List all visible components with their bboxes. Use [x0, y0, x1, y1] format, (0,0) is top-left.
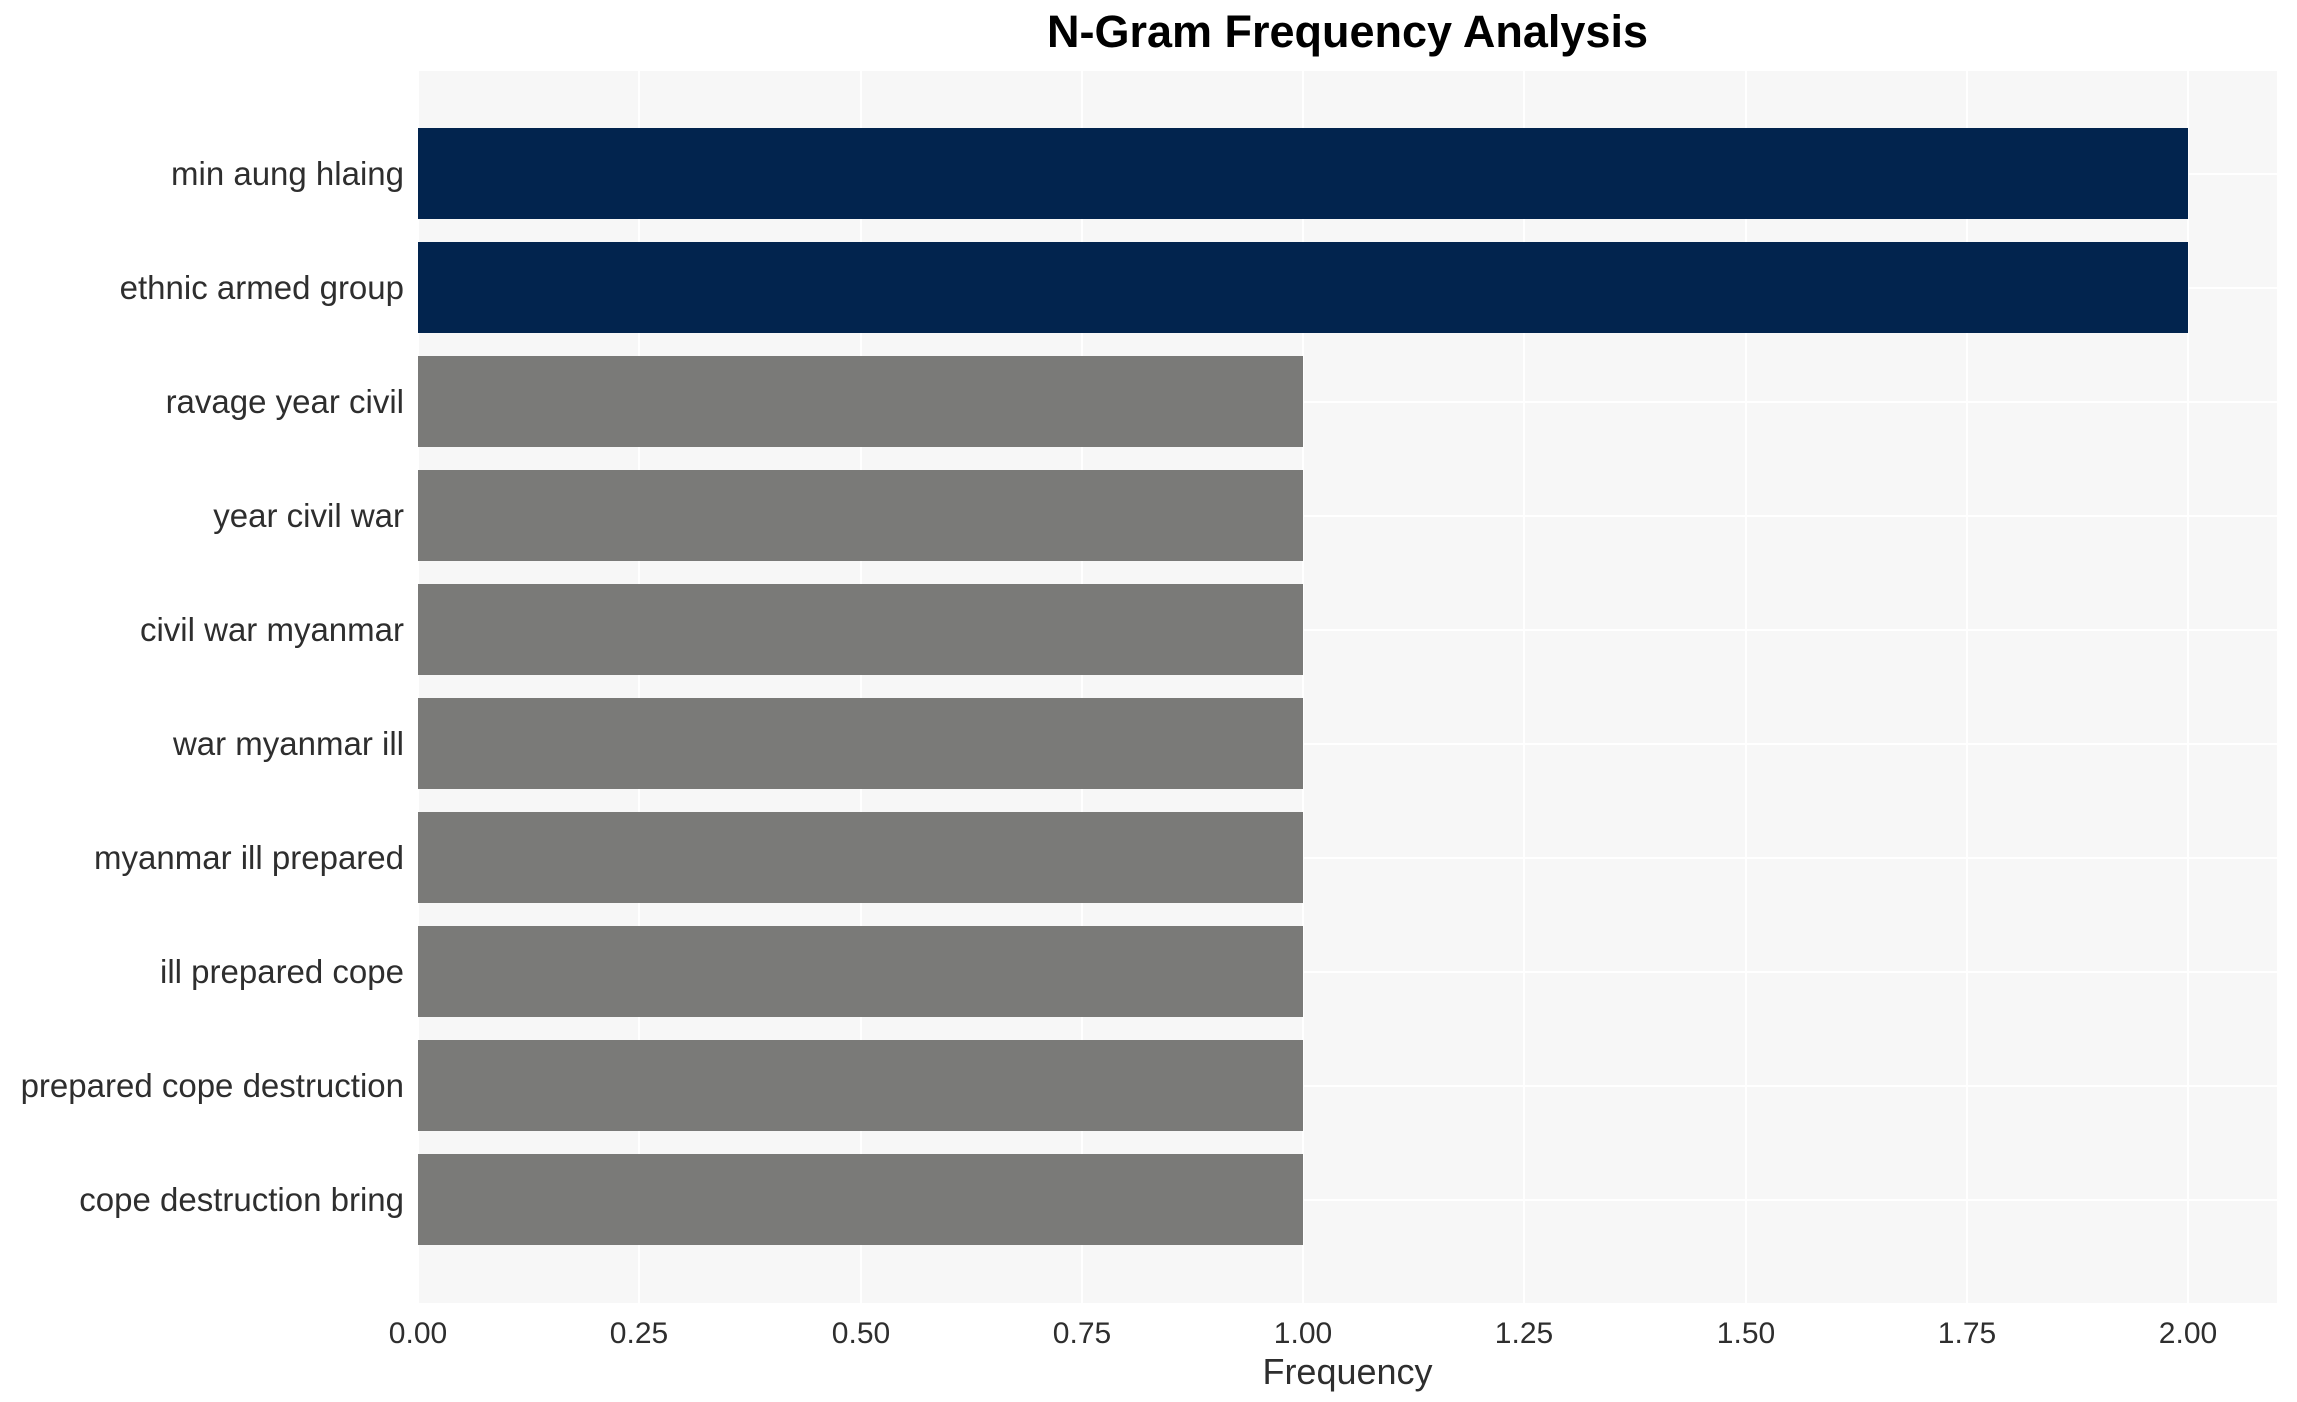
bar-min-aung-hlaing	[418, 128, 2188, 219]
ytick-label-war-myanmar-ill: war myanmar ill	[172, 725, 404, 762]
x-gridline-1.00	[1302, 71, 1304, 1303]
xtick-label-1.50: 1.50	[1716, 1317, 1776, 1350]
x-gridline-2.00	[2187, 71, 2189, 1303]
y-gridline	[418, 629, 2277, 631]
ytick-label-ethnic-armed-group: ethnic armed group	[119, 269, 404, 306]
xtick-label-0.00: 0.00	[388, 1317, 448, 1350]
x-gridline-1.75	[1966, 71, 1968, 1303]
chart-title: N-Gram Frequency Analysis	[1046, 6, 1649, 57]
bar-ill-prepared-cope	[418, 926, 1303, 1017]
xtick-label-1.00: 1.00	[1273, 1317, 1333, 1350]
ytick-label-civil-war-myanmar: civil war myanmar	[139, 611, 404, 648]
bar-prepared-cope-destruction	[418, 1040, 1303, 1131]
x-axis-title: Frequency	[1262, 1351, 1433, 1392]
ytick-label-ill-prepared-cope: ill prepared cope	[160, 953, 404, 990]
ytick-label-min-aung-hlaing: min aung hlaing	[171, 155, 404, 192]
bar-civil-war-myanmar	[418, 584, 1303, 675]
ytick-label-cope-destruction-bring: cope destruction bring	[79, 1181, 404, 1218]
y-gridline	[418, 515, 2277, 517]
bar-ravage-year-civil	[418, 356, 1303, 447]
bar-ethnic-armed-group	[418, 242, 2188, 333]
ytick-label-year-civil-war: year civil war	[213, 497, 404, 534]
bar-war-myanmar-ill	[418, 698, 1303, 789]
y-gridline	[418, 857, 2277, 859]
xtick-label-2.00: 2.00	[2158, 1317, 2218, 1350]
y-gridline	[418, 1199, 2277, 1201]
ytick-label-myanmar-ill-prepared: myanmar ill prepared	[94, 839, 404, 876]
y-gridline	[418, 971, 2277, 973]
x-gridline-1.50	[1745, 71, 1747, 1303]
xtick-label-0.50: 0.50	[831, 1317, 891, 1350]
plot-area	[417, 71, 2277, 1303]
ytick-label-ravage-year-civil: ravage year civil	[165, 383, 404, 420]
x-gridline-0.50	[860, 71, 862, 1303]
y-gridline	[418, 401, 2277, 403]
xtick-label-0.25: 0.25	[609, 1317, 669, 1350]
bar-year-civil-war	[418, 470, 1303, 561]
xtick-label-1.75: 1.75	[1937, 1317, 1997, 1350]
bar-cope-destruction-bring	[418, 1154, 1303, 1245]
x-gridline-0.75	[1081, 71, 1083, 1303]
y-gridline	[418, 1085, 2277, 1087]
bar-myanmar-ill-prepared	[418, 812, 1303, 903]
xtick-label-1.25: 1.25	[1494, 1317, 1554, 1350]
x-gridline-0.00	[417, 71, 419, 1303]
xtick-label-0.75: 0.75	[1052, 1317, 1112, 1350]
x-gridline-1.25	[1523, 71, 1525, 1303]
ytick-label-prepared-cope-destruction: prepared cope destruction	[20, 1067, 404, 1104]
y-gridline	[418, 743, 2277, 745]
x-gridline-0.25	[638, 71, 640, 1303]
